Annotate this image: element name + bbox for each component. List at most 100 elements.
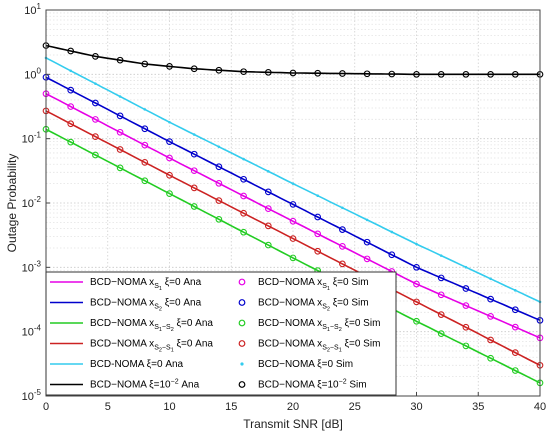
marker-bcd1e2 (487, 70, 494, 78)
marker-xs2s1 (92, 133, 99, 140)
marker-xs2s1 (240, 209, 247, 217)
x-tick-label: 30 (410, 401, 422, 413)
marker-bcd0 (118, 95, 122, 98)
legend-marker-xs1s2 (238, 319, 246, 327)
marker-bcd1e2 (413, 70, 420, 78)
legend-label: BCD-NOMA ξ=0 Ana (90, 359, 184, 370)
series-line-xs1 (45, 92, 541, 339)
y-axis-label: Outage Probability (5, 154, 19, 253)
y-tick-label: 10-1 (22, 131, 42, 146)
series-line-xs2 (45, 76, 541, 322)
x-axis-label: Transmit SNR [dB] (243, 417, 343, 431)
marker-bcd1e2 (314, 69, 322, 77)
marker-xs2 (487, 295, 494, 303)
marker-xs2s1 (264, 222, 272, 230)
marker-bcd0 (464, 265, 468, 269)
marker-xs1s2 (413, 317, 420, 325)
x-tick-label: 5 (105, 401, 111, 413)
x-tick-label: 0 (43, 401, 49, 413)
marker-xs2 (116, 112, 124, 120)
marker-xs1s2 (487, 354, 494, 362)
marker-xs1 (240, 192, 247, 200)
legend-box (45, 271, 397, 396)
marker-xs2 (215, 163, 223, 171)
marker-bcd1e2 (190, 65, 198, 73)
marker-bcd0 (489, 277, 492, 281)
y-tick-label: 10-2 (22, 195, 42, 210)
marker-xs2 (141, 125, 149, 133)
marker-xs2s1 (166, 171, 173, 179)
marker-xs2s1 (462, 323, 470, 331)
legend-label: BCD−NOMA xS1−S2 ξ=0 Ana (90, 318, 213, 333)
marker-xs1 (67, 103, 75, 110)
marker-xs2s1 (190, 184, 198, 192)
marker-xs2 (240, 175, 247, 183)
marker-xs2 (437, 274, 445, 282)
series-line-xs2s1 (45, 110, 541, 367)
marker-bcd0 (143, 108, 147, 111)
marker-bcd0 (365, 218, 369, 222)
marker-xs1s2 (462, 342, 470, 350)
marker-xs1 (141, 141, 149, 149)
legend-label: BCD−NOMA xS1 ξ=0 Ana (90, 277, 202, 292)
marker-xs2s1 (511, 349, 519, 356)
marker-xs2 (264, 188, 272, 196)
legend-label: BCD−NOMA xS2−S1 ξ=0 Ana (90, 339, 213, 354)
marker-xs2s1 (116, 146, 124, 153)
y-tick-label: 101 (24, 2, 41, 17)
marker-xs2s1 (314, 247, 322, 255)
x-tick-label: 10 (163, 401, 175, 413)
marker-bcd0 (514, 289, 517, 292)
marker-bcd1e2 (116, 56, 124, 64)
marker-bcd1e2 (289, 69, 297, 77)
legend-marker-bcd0 (240, 362, 244, 366)
marker-bcd0 (267, 170, 270, 173)
marker-xs1 (116, 128, 124, 136)
marker-xs1 (462, 302, 470, 309)
marker-xs2 (388, 251, 396, 259)
marker-bcd0 (242, 157, 245, 161)
legend-marker-xs2s1 (238, 340, 246, 347)
marker-xs2 (166, 138, 173, 145)
marker-xs2 (314, 213, 322, 221)
series-markers (42, 42, 544, 387)
marker-xs1 (264, 205, 272, 212)
series-line-bcd1e2 (45, 44, 540, 76)
marker-xs1 (487, 313, 494, 320)
marker-bcd0 (341, 206, 344, 210)
marker-xs1 (437, 291, 445, 299)
x-tick-label: 15 (225, 401, 237, 413)
marker-xs1 (289, 217, 297, 225)
marker-bcd1e2 (240, 68, 247, 76)
marker-bcd1e2 (339, 70, 346, 77)
series-line-xs1s2 (45, 128, 541, 384)
marker-xs2s1 (141, 159, 149, 166)
marker-xs1s2 (511, 367, 519, 374)
legend-label: BCD−NOMA xS2 ξ=0 Sim (258, 298, 369, 313)
marker-xs1s2 (437, 330, 445, 337)
legend-label: BCD−NOMA ξ=10−2 Ana (90, 379, 200, 391)
marker-bcd1e2 (215, 66, 223, 74)
marker-xs2s1 (487, 336, 494, 344)
y-tick-label: 10-5 (22, 388, 42, 403)
marker-bcd0 (217, 145, 221, 149)
marker-xs1s2 (190, 203, 198, 210)
marker-xs1s2 (67, 138, 75, 146)
marker-xs2 (92, 99, 99, 107)
marker-xs1 (314, 230, 322, 238)
marker-xs1s2 (141, 177, 149, 185)
legend-label: BCD−NOMA xS2 ξ=0 Ana (90, 298, 202, 313)
x-tick-labels: 0 5 10 15 20 25 30 35 40 (43, 392, 546, 413)
legend-label: BCD−NOMA xS2−S1 ξ=0 Sim (258, 339, 380, 354)
legend-label: BCD−NOMA ξ=0 Sim (258, 359, 353, 370)
series-lines (45, 44, 541, 384)
marker-bcd1e2 (363, 70, 371, 78)
marker-xs2s1 (67, 120, 75, 128)
x-tick-label: 35 (472, 401, 484, 413)
marker-xs2 (67, 86, 75, 94)
marker-xs1s2 (116, 164, 124, 172)
marker-bcd0 (291, 182, 295, 185)
x-tick-label: 20 (287, 401, 299, 413)
marker-bcd1e2 (67, 47, 75, 55)
marker-xs2s1 (339, 260, 346, 268)
